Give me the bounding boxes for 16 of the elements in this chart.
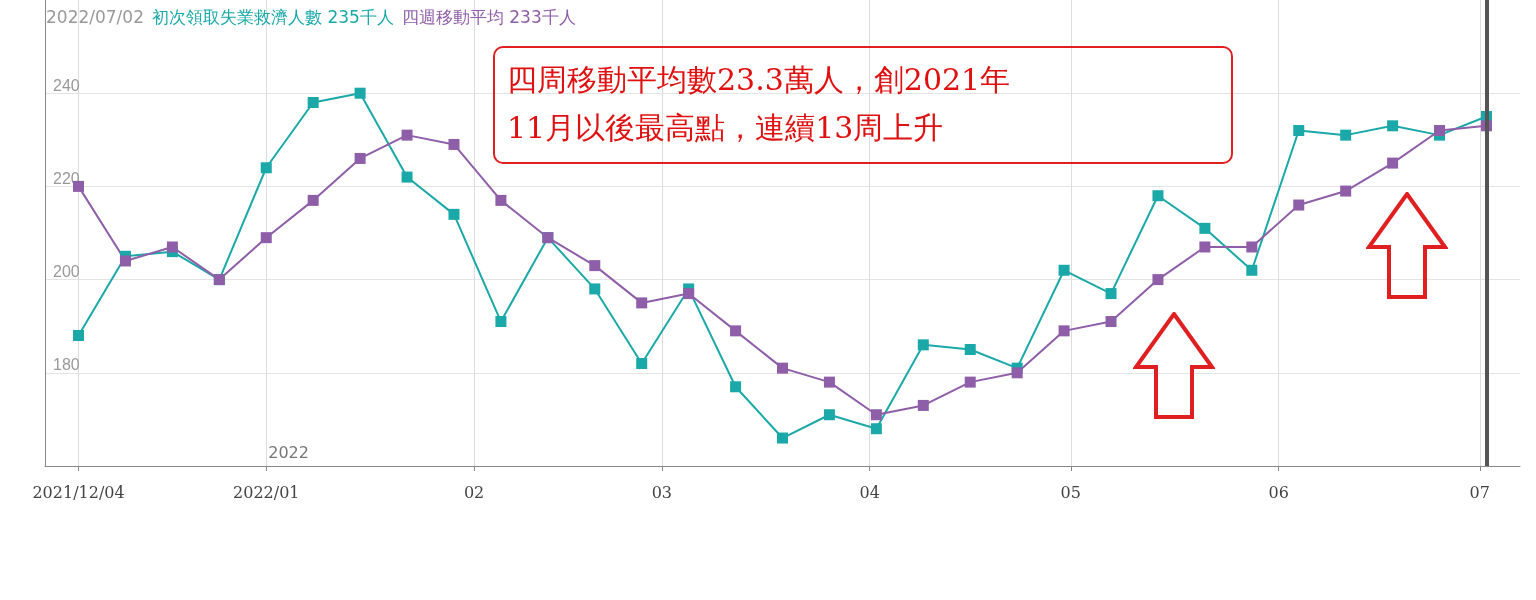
x-tick-label: 02 xyxy=(463,482,485,502)
text: 初次領取失業救濟人數 235千人 xyxy=(151,7,394,27)
x-tick-label: 05 xyxy=(1060,482,1081,502)
x-tick-label: 2021/12/04 xyxy=(32,482,125,502)
annotation: 2022 xyxy=(268,442,309,462)
x-tick-label: 03 xyxy=(651,482,672,502)
y-tick-label: 200 xyxy=(53,263,80,281)
text: 四週移動平均 233千人 xyxy=(401,7,576,27)
x-tick-label: 06 xyxy=(1268,482,1289,502)
x-tick-label: 07 xyxy=(1469,482,1490,502)
y-tick-label: 240 xyxy=(53,76,80,94)
x-tick-label: 04 xyxy=(859,482,880,502)
y-tick-label: 180 xyxy=(53,356,80,374)
x-tick-label: 2022/01 xyxy=(233,482,300,502)
chart-title: 2022/07/02 xyxy=(46,7,144,27)
annotation: 四周移動平均數23.3萬人，創2021年 11月以後最高點，連續13周上升 xyxy=(493,46,1233,164)
